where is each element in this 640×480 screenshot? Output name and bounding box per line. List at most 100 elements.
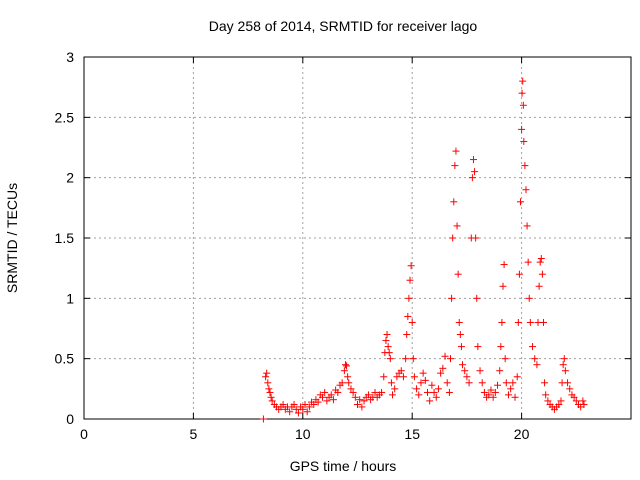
data-point (459, 361, 467, 369)
data-point (579, 397, 587, 405)
data-point (480, 388, 488, 396)
y-tick-label: 2 (66, 170, 74, 186)
data-point (450, 198, 458, 206)
data-point (410, 373, 418, 381)
data-point (555, 401, 563, 409)
data-point (439, 364, 447, 372)
data-point (544, 397, 552, 405)
data-point (407, 262, 415, 270)
grid-layer (84, 57, 631, 419)
data-point (566, 385, 574, 393)
data-point (391, 385, 399, 393)
data-point (279, 401, 287, 409)
data-point (494, 381, 502, 389)
data-point (428, 381, 436, 389)
data-point (393, 373, 401, 381)
data-point (560, 355, 568, 363)
data-point (524, 258, 532, 266)
data-point (415, 391, 423, 399)
points-layer (259, 77, 588, 423)
data-point (580, 401, 588, 409)
data-point (452, 147, 460, 155)
y-tick-label: 1.5 (55, 230, 75, 246)
data-point (533, 361, 541, 369)
data-point (382, 337, 390, 345)
data-point (473, 294, 481, 302)
data-point (409, 355, 417, 363)
data-point (402, 355, 410, 363)
data-point (525, 294, 533, 302)
data-point (489, 393, 497, 401)
data-point (523, 222, 531, 230)
data-point (340, 367, 348, 375)
data-point (378, 388, 386, 396)
data-point (564, 379, 572, 387)
data-point (517, 198, 525, 206)
data-point (451, 162, 459, 170)
data-point (323, 397, 331, 405)
data-point (461, 367, 469, 375)
data-point (469, 156, 477, 164)
data-point (345, 379, 353, 387)
data-point (456, 331, 464, 339)
data-point (351, 393, 359, 401)
data-point (463, 373, 471, 381)
data-point (454, 270, 462, 278)
x-tick-label: 10 (295, 426, 311, 442)
data-point (468, 174, 476, 182)
data-point (399, 373, 407, 381)
data-point (341, 361, 349, 369)
data-point (389, 391, 397, 399)
data-point (536, 258, 544, 266)
data-point (471, 168, 479, 176)
data-point (520, 137, 528, 145)
data-point (455, 318, 463, 326)
data-point (535, 282, 543, 290)
data-point (294, 409, 302, 417)
data-point (518, 125, 526, 133)
data-point (526, 318, 534, 326)
data-point (301, 401, 309, 409)
data-point (487, 386, 495, 394)
data-point (457, 343, 465, 351)
data-point (305, 403, 313, 411)
plot-frame (83, 56, 632, 420)
data-point (358, 403, 366, 411)
data-point (385, 349, 393, 357)
data-point (268, 397, 276, 405)
data-point (343, 362, 351, 370)
data-point (384, 343, 392, 351)
data-point (262, 373, 270, 381)
data-point (446, 355, 454, 363)
data-point (511, 393, 519, 401)
data-point (397, 367, 405, 375)
data-point (413, 385, 421, 393)
data-point (561, 367, 569, 375)
data-point (449, 234, 457, 242)
x-tick-label: 15 (404, 426, 420, 442)
data-point (453, 222, 461, 230)
data-point (509, 379, 517, 387)
chart-title: Day 258 of 2014, SRMTID for receiver lag… (209, 18, 478, 34)
data-point (474, 343, 482, 351)
data-point (356, 396, 364, 404)
data-point (519, 77, 527, 85)
data-point (539, 318, 547, 326)
data-point (321, 388, 329, 396)
data-point (537, 255, 545, 263)
data-point (472, 234, 480, 242)
y-tick-label: 1 (66, 290, 74, 306)
data-point (354, 401, 361, 409)
y-tick-label: 0.5 (55, 351, 75, 367)
y-tick-label: 2.5 (55, 109, 75, 125)
data-point (334, 388, 342, 396)
data-point (541, 379, 549, 387)
data-point (265, 385, 273, 393)
data-point (504, 391, 512, 399)
data-point (266, 388, 274, 396)
data-point (434, 385, 442, 393)
data-point (286, 408, 294, 416)
y-tick-label: 3 (66, 49, 74, 65)
data-point (538, 270, 546, 278)
